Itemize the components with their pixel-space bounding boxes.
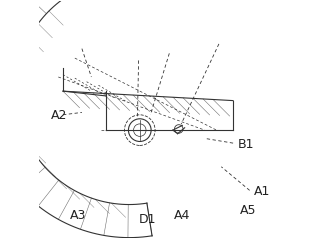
Text: D1: D1 bbox=[139, 213, 156, 226]
Text: A4: A4 bbox=[174, 209, 190, 222]
Text: A1: A1 bbox=[254, 185, 271, 198]
Text: A5: A5 bbox=[240, 204, 257, 217]
Text: A2: A2 bbox=[51, 109, 68, 123]
Text: B1: B1 bbox=[238, 138, 254, 151]
Text: A3: A3 bbox=[70, 209, 87, 222]
